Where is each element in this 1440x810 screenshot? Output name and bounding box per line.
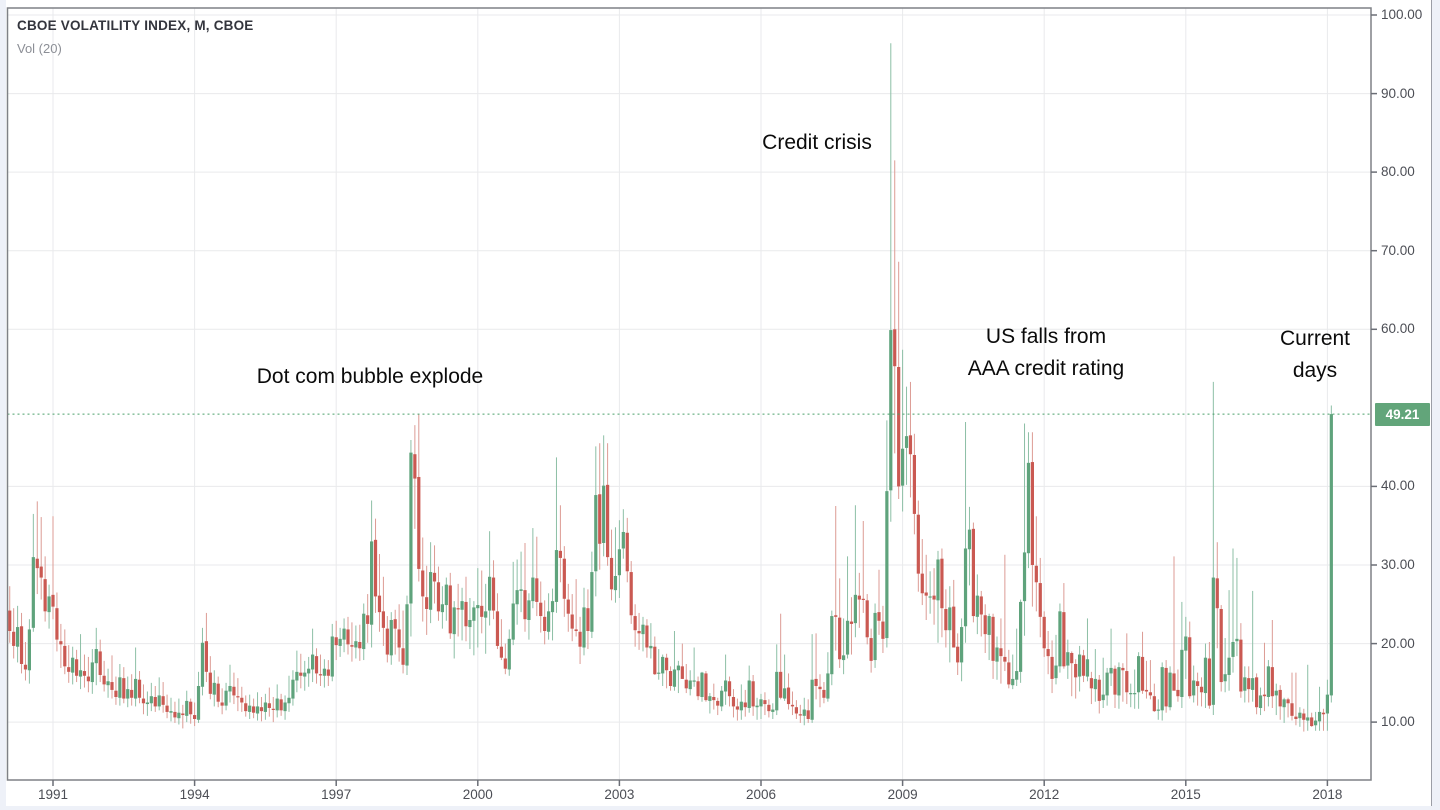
time-tick-label: 1991 bbox=[37, 787, 69, 802]
price-tick-label: 90.00 bbox=[1381, 85, 1415, 101]
price-tick-label: 40.00 bbox=[1381, 478, 1415, 494]
time-tick-label: 2009 bbox=[887, 787, 918, 802]
price-tick-label: 80.00 bbox=[1381, 164, 1415, 180]
annotation-dot-com-bubble: Dot com bubble explode bbox=[256, 365, 484, 388]
symbol-title[interactable]: CBOE VOLATILITY INDEX, M, CBOE bbox=[17, 18, 254, 33]
current-price-badge: 49.21 bbox=[1375, 402, 1430, 426]
candles-group bbox=[8, 43, 1333, 732]
time-tick-label: 1994 bbox=[179, 787, 210, 802]
current-price-value: 49.21 bbox=[1385, 406, 1420, 422]
annotation-current-days: Current days bbox=[1279, 327, 1351, 382]
chart-widget: CBOE VOLATILITY INDEX, M, CBOE Vol (20) … bbox=[6, 0, 1432, 806]
time-tick-label: 2018 bbox=[1312, 787, 1343, 802]
time-tick-label: 2015 bbox=[1170, 787, 1201, 802]
price-tick-label: 10.00 bbox=[1381, 714, 1415, 730]
price-tick-label: 60.00 bbox=[1381, 321, 1415, 337]
time-tick-label: 2012 bbox=[1029, 787, 1060, 802]
price-tick-label: 100.00 bbox=[1381, 7, 1423, 22]
time-tick-label: 1997 bbox=[321, 787, 352, 802]
price-tick-label: 30.00 bbox=[1381, 556, 1415, 572]
annotation-credit-crisis: Credit crisis bbox=[762, 131, 872, 154]
time-tick-label: 2003 bbox=[604, 787, 635, 802]
time-tick-label: 2006 bbox=[745, 787, 777, 802]
price-tick-label: 70.00 bbox=[1381, 242, 1415, 258]
annotation-aaa-downgrade: US falls from AAA credit rating bbox=[967, 325, 1125, 380]
price-tick-label: 20.00 bbox=[1381, 635, 1415, 651]
time-tick-label: 2000 bbox=[462, 787, 493, 802]
plot-border bbox=[6, 7, 1372, 781]
chart-legend: CBOE VOLATILITY INDEX, M, CBOE Vol (20) bbox=[17, 16, 254, 59]
indicator-label[interactable]: Vol (20) bbox=[17, 41, 62, 57]
